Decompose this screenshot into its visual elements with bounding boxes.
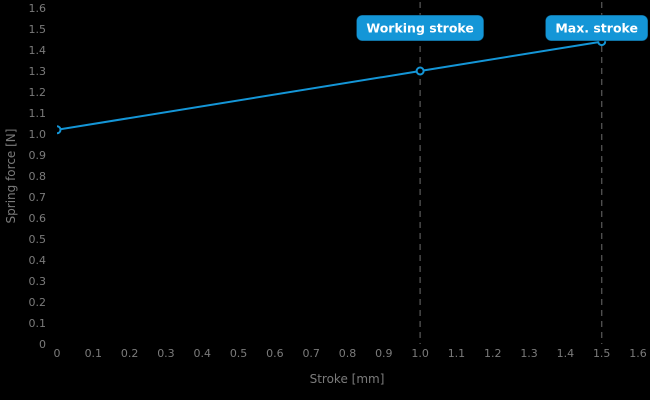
x-tick-label: 1.3 xyxy=(520,347,538,360)
y-tick-label: 0.1 xyxy=(29,317,47,330)
y-tick-label: 1.1 xyxy=(29,107,47,120)
x-tick-label: 0 xyxy=(54,347,61,360)
y-tick-label: 0.8 xyxy=(29,170,47,183)
x-tick-label: 0.4 xyxy=(194,347,212,360)
ticks-layer: 0 0.1 0.2 0.3 0.4 0.5 0.6 0.7 0.8 0.9 1.0 1.1 1.2 1.3… xyxy=(29,2,647,360)
y-tick-label: 1.5 xyxy=(29,23,47,36)
x-tick-label: 1.1 xyxy=(448,347,466,360)
spring-characteristic-line xyxy=(57,40,603,131)
annotation-vlines-layer xyxy=(419,2,603,344)
y-axis-title: Spring force [N] xyxy=(4,129,18,224)
working-stroke-annotation-label: Working stroke xyxy=(366,21,474,36)
y-tick-label: 1.2 xyxy=(29,86,47,99)
annotation-boxes-layer: Working stroke Max. stroke xyxy=(355,14,649,42)
x-tick-label: 0.1 xyxy=(85,347,103,360)
x-tick-label: 0.2 xyxy=(121,347,139,360)
x-tick-label: 0.9 xyxy=(375,347,393,360)
x-tick-label: 0.8 xyxy=(339,347,357,360)
y-tick-label: 0 xyxy=(39,338,46,351)
working-stroke-annotation-box xyxy=(355,14,485,42)
x-tick-label: 0.5 xyxy=(230,347,248,360)
max-stroke-annotation-label: Max. stroke xyxy=(555,21,638,36)
y-tick-label: 0.2 xyxy=(29,296,47,309)
x-tick-label: 0.7 xyxy=(302,347,320,360)
x-tick-label: 1.4 xyxy=(557,347,575,360)
y-tick-label: 1.6 xyxy=(29,2,47,15)
y-tick-label: 0.4 xyxy=(29,254,47,267)
y-tick-label: 1.0 xyxy=(29,128,47,141)
x-axis-title: Stroke [mm] xyxy=(310,372,385,386)
y-tick-label: 0.5 xyxy=(29,233,47,246)
x-tick-label: 1.2 xyxy=(484,347,502,360)
y-tick-label: 0.9 xyxy=(29,149,47,162)
x-tick-label: 1.5 xyxy=(593,347,611,360)
x-tick-label: 0.6 xyxy=(266,347,284,360)
x-tick-label: 0.3 xyxy=(157,347,175,360)
x-tick-label: 1.0 xyxy=(411,347,429,360)
series-layer xyxy=(57,37,607,135)
max-stroke-annotation-box xyxy=(544,14,649,42)
data-point-marker xyxy=(415,66,425,76)
x-tick-label: 1.6 xyxy=(629,347,647,360)
y-tick-label: 0.6 xyxy=(29,212,47,225)
y-tick-label: 1.4 xyxy=(29,44,47,57)
y-tick-label: 0.3 xyxy=(29,275,47,288)
data-point-marker xyxy=(57,125,62,135)
y-tick-label: 0.7 xyxy=(29,191,47,204)
y-tick-label: 1.3 xyxy=(29,65,47,78)
